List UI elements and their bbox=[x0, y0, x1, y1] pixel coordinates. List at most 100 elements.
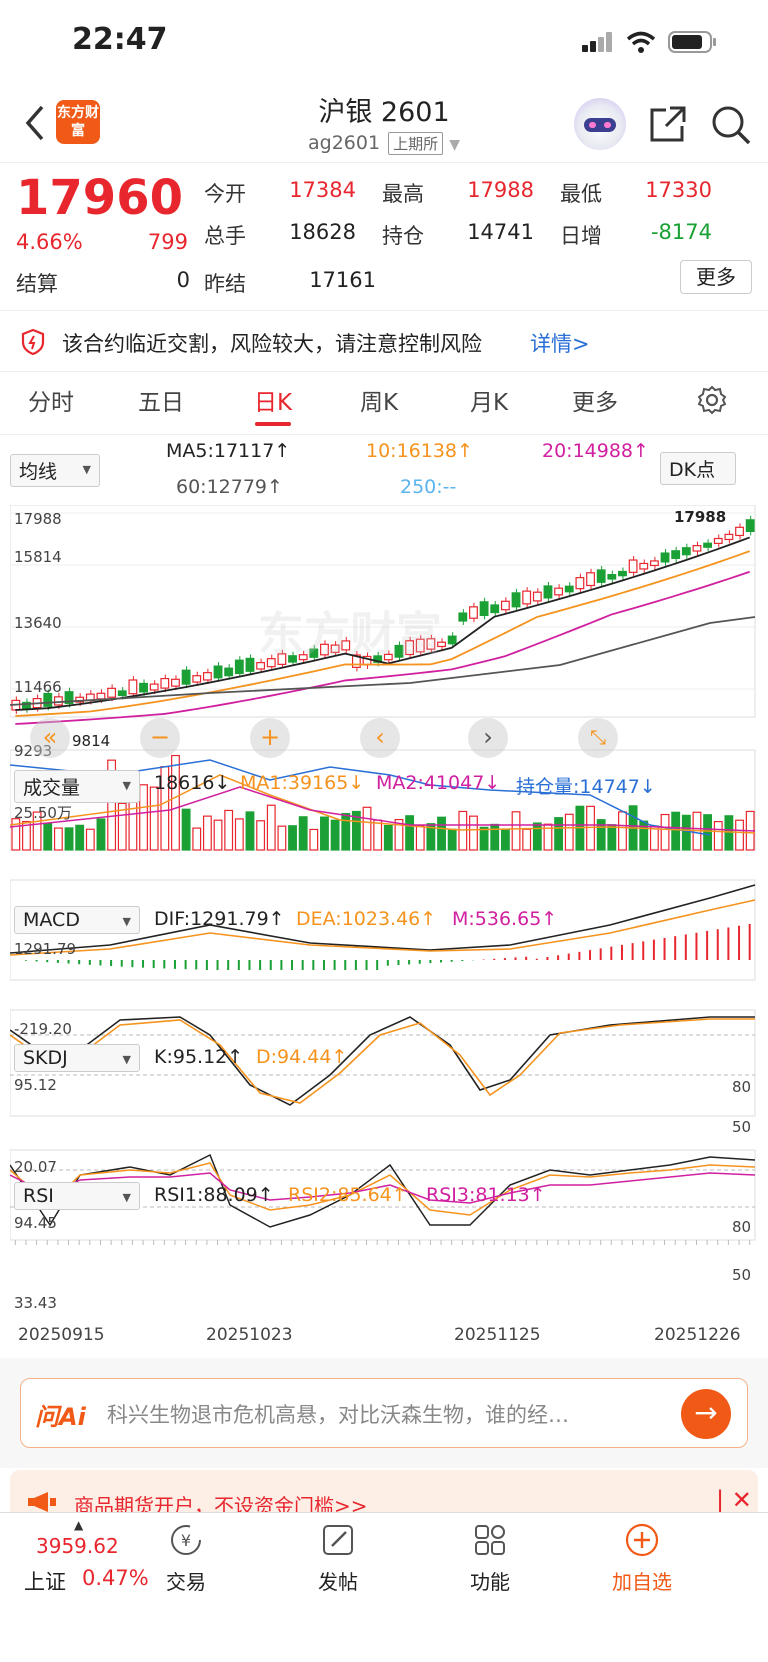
rsi-top-label: 94.45 bbox=[14, 1214, 57, 1232]
chevron-down-icon: ▼ bbox=[122, 1053, 131, 1066]
volume-bar bbox=[96, 818, 106, 851]
risk-text: 该合约临近交割，风险较大，请注意控制风险 bbox=[62, 332, 482, 356]
volume-bar bbox=[351, 810, 361, 851]
open-interest-line bbox=[10, 759, 711, 836]
search-icon[interactable] bbox=[710, 104, 752, 146]
candle-body bbox=[564, 585, 574, 593]
risk-notice[interactable]: 该合约临近交割，风险较大，请注意控制风险 详情> bbox=[0, 310, 768, 372]
tab-item[interactable]: 月K bbox=[470, 390, 509, 416]
panel-frame bbox=[10, 749, 756, 851]
kdj-select[interactable]: SKDJ ▼ bbox=[14, 1044, 140, 1072]
bottom-nav-item[interactable]: 发帖 bbox=[288, 1522, 388, 1594]
arrow-right-icon[interactable]: → bbox=[681, 1389, 731, 1439]
tab-item[interactable]: 五日 bbox=[138, 390, 184, 416]
zoom-out-icon[interactable]: − bbox=[140, 718, 180, 758]
tab-item[interactable]: 分时 bbox=[28, 390, 74, 416]
candle-body bbox=[107, 687, 117, 698]
tab-item[interactable]: 日K bbox=[254, 390, 293, 416]
bottom-nav-item[interactable]: 功能 bbox=[440, 1522, 540, 1594]
bottom-nav-label: 发帖 bbox=[318, 1570, 358, 1594]
volume-bar bbox=[522, 828, 532, 851]
volume-bar bbox=[681, 814, 691, 851]
move-left-fast-icon[interactable]: « bbox=[30, 718, 70, 758]
risk-detail-link[interactable]: 详情> bbox=[530, 332, 590, 356]
volume-bar bbox=[245, 811, 255, 851]
volume-bar bbox=[405, 815, 415, 851]
settle-label: 结算 bbox=[16, 272, 58, 296]
volume-bar bbox=[171, 754, 180, 851]
tab-item[interactable]: 周K bbox=[360, 390, 399, 416]
candle-body bbox=[490, 604, 500, 614]
candle-body bbox=[543, 585, 553, 599]
panel-frame bbox=[10, 1009, 756, 1117]
candle-body bbox=[415, 638, 425, 653]
volume-bar bbox=[500, 828, 510, 851]
dk-point-button[interactable]: DK点 bbox=[660, 452, 736, 485]
svg-text:¥: ¥ bbox=[181, 1531, 191, 1550]
volume-bar bbox=[479, 826, 489, 851]
low-mark-label: 9814 bbox=[72, 732, 111, 750]
candle-body bbox=[713, 537, 723, 544]
chevron-down-icon: ▼ bbox=[122, 915, 131, 928]
macd-m: M:536.65↑ bbox=[452, 908, 558, 930]
candle-body bbox=[298, 654, 308, 661]
share-icon[interactable] bbox=[648, 104, 688, 144]
volume-ma2: MA2:41047↓ bbox=[376, 772, 501, 794]
quote-label: 持仓 bbox=[382, 224, 424, 248]
date-label: 20251023 bbox=[206, 1325, 293, 1345]
index-change[interactable]: 0.47% bbox=[82, 1566, 149, 1590]
candle-body bbox=[724, 533, 734, 541]
settle-value: 0 bbox=[176, 268, 190, 292]
volume-bar bbox=[309, 828, 319, 851]
chevron-down-icon: ▼ bbox=[82, 463, 91, 476]
fullscreen-icon[interactable]: ⤡ bbox=[578, 718, 618, 758]
index-name[interactable]: 上证 bbox=[24, 1570, 66, 1594]
robot-avatar-icon[interactable] bbox=[574, 98, 626, 150]
more-quote-button[interactable]: 更多 bbox=[680, 260, 752, 294]
bottom-nav-item[interactable]: 加自选 bbox=[592, 1522, 692, 1594]
index-value[interactable]: 3959.62 bbox=[36, 1534, 119, 1558]
volume-bar bbox=[298, 816, 308, 851]
volume-select[interactable]: 成交量 ▼ bbox=[14, 770, 140, 803]
contract-code[interactable]: ag2601 上期所 ▼ bbox=[0, 132, 768, 155]
candle-body bbox=[745, 519, 755, 533]
volume-bar bbox=[362, 806, 372, 851]
candle-body bbox=[660, 552, 670, 563]
ai-prompt-text: 科兴生物退市危机高悬，对比沃森生物，谁的经… bbox=[107, 1403, 569, 1427]
rsi3-value: RSI3:81.13↑ bbox=[426, 1184, 546, 1206]
ma-select[interactable]: 均线 ▼ bbox=[10, 454, 100, 487]
macd-select[interactable]: MACD ▼ bbox=[14, 906, 140, 934]
date-label: 20250915 bbox=[18, 1325, 105, 1345]
ma60-line bbox=[10, 616, 756, 706]
volume-bar bbox=[458, 810, 468, 851]
settings-icon[interactable] bbox=[696, 384, 728, 416]
close-icon[interactable]: | ✕ bbox=[716, 1486, 752, 1514]
rsi-ref-80: 80 bbox=[732, 1218, 752, 1236]
ma60-value: 60:12779↑ bbox=[176, 476, 283, 498]
back-icon[interactable] bbox=[24, 104, 46, 142]
macd-dif: DIF:1291.79↑ bbox=[154, 908, 285, 930]
candle-body bbox=[596, 569, 606, 583]
move-left-icon[interactable]: ‹ bbox=[360, 718, 400, 758]
move-right-icon[interactable]: › bbox=[468, 718, 508, 758]
volume-bar bbox=[394, 818, 404, 851]
volume-bar bbox=[224, 809, 234, 851]
ai-search-bar[interactable]: 问Ai 科兴生物退市危机高悬，对比沃森生物，谁的经… → bbox=[20, 1378, 748, 1448]
zoom-in-icon[interactable]: + bbox=[250, 718, 290, 758]
tab-item[interactable]: 更多 bbox=[572, 390, 618, 416]
bottom-nav-item[interactable]: ¥ 交易 bbox=[136, 1522, 236, 1594]
change-value: 799 bbox=[147, 230, 188, 254]
bottom-nav-label: 交易 bbox=[166, 1570, 206, 1594]
page-title: 沪银 2601 bbox=[318, 97, 450, 128]
volume-bar bbox=[639, 820, 649, 851]
kline-chart[interactable] bbox=[10, 505, 758, 1315]
candle-body bbox=[692, 545, 702, 552]
candle-body bbox=[383, 653, 393, 661]
volume-bar bbox=[447, 828, 457, 851]
rsi-select[interactable]: RSI ▼ bbox=[14, 1182, 140, 1210]
rsi1-line bbox=[10, 1153, 756, 1228]
volume-top-label: 25.50万 bbox=[14, 804, 72, 822]
change-pct: 4.66% bbox=[16, 230, 83, 254]
volume-bar bbox=[202, 815, 212, 851]
volume-bar bbox=[426, 823, 436, 851]
